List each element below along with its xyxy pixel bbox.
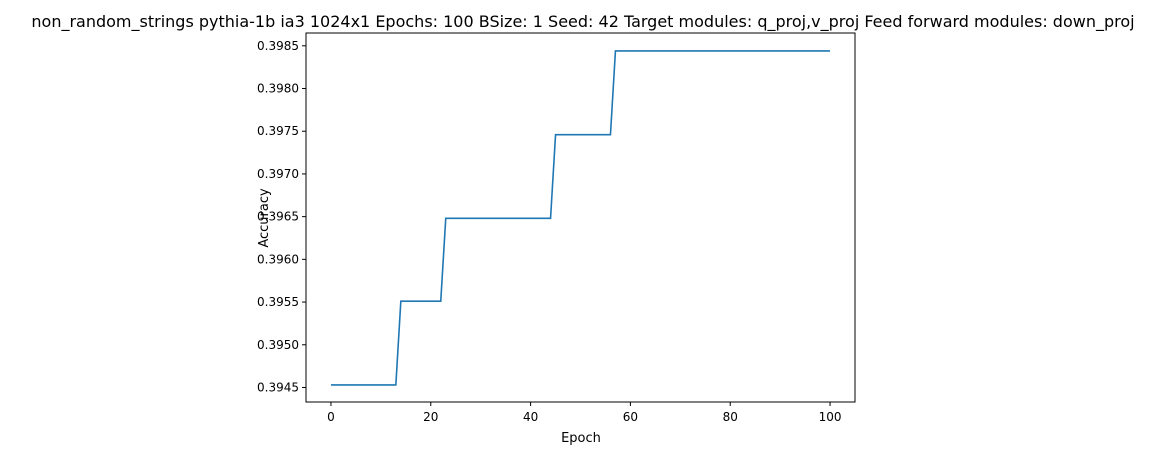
plot-area (305, 32, 856, 403)
x-tick-label: 100 (819, 410, 842, 424)
y-tick-label: 0.3985 (257, 39, 299, 53)
y-tick-label: 0.3970 (257, 167, 299, 181)
y-tick-label: 0.3980 (257, 82, 299, 96)
y-tick-label: 0.3955 (257, 295, 299, 309)
series-line-0 (330, 50, 831, 386)
x-tick-label: 60 (623, 410, 638, 424)
y-tick-label: 0.3975 (257, 124, 299, 138)
x-tick-label: 20 (423, 410, 438, 424)
y-axis-label: Accuracy (257, 188, 272, 248)
x-axis-ticks: 0 20 40 60 80 100 (327, 402, 841, 424)
y-tick-label: 0.3950 (257, 338, 299, 352)
x-tick-label: 40 (523, 410, 538, 424)
x-tick-label: 80 (723, 410, 738, 424)
y-axis-ticks: 0.3945 0.3950 0.3955 0.3960 0.3965 0.3970 0.39… (257, 39, 306, 394)
x-axis-label: Epoch (561, 431, 601, 446)
chart-title: non_random_strings pythia-1b ia3 1024x1 … (31, 12, 1134, 32)
x-tick-label: 0 (327, 410, 335, 424)
y-tick-label: 0.3960 (257, 252, 299, 266)
y-tick-label: 0.3965 (257, 210, 299, 224)
y-tick-label: 0.3945 (257, 380, 299, 394)
plot-frame (305, 32, 856, 403)
